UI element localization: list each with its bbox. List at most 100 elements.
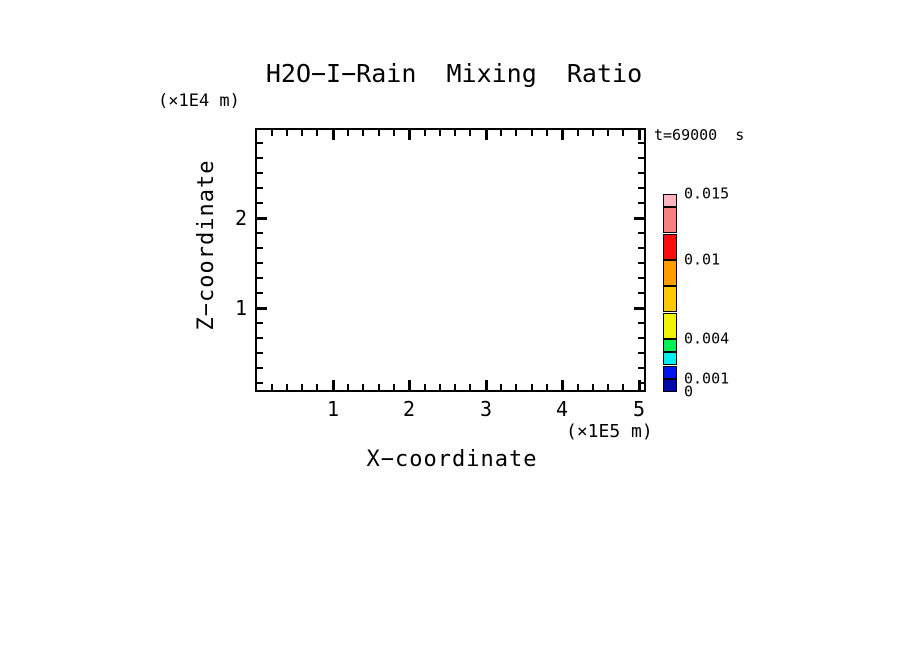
x-axis-minor-tick bbox=[424, 384, 426, 390]
x-axis-major-tick bbox=[332, 380, 335, 390]
y-axis-minor-tick bbox=[257, 367, 263, 369]
colorbar-segment bbox=[663, 286, 677, 312]
y-axis-major-tick bbox=[634, 307, 644, 310]
x-axis-minor-tick bbox=[546, 384, 548, 390]
y-axis-minor-tick bbox=[257, 202, 263, 204]
x-axis-minor-tick bbox=[301, 384, 303, 390]
x-axis-unit-label: (×1E5 m) bbox=[566, 421, 653, 442]
colorbar-segment bbox=[663, 260, 677, 286]
y-axis-minor-tick bbox=[257, 322, 263, 324]
x-axis-minor-tick bbox=[622, 384, 624, 390]
colorbar-tick-label: 0.01 bbox=[684, 250, 721, 269]
x-axis-minor-tick bbox=[271, 130, 273, 136]
y-axis-minor-tick bbox=[638, 367, 644, 369]
x-axis-minor-tick bbox=[469, 130, 471, 136]
y-axis-minor-tick bbox=[638, 187, 644, 189]
x-axis-minor-tick bbox=[362, 130, 364, 136]
colorbar-segment bbox=[663, 313, 677, 339]
y-axis-minor-tick bbox=[257, 157, 263, 159]
x-axis-major-tick bbox=[408, 380, 411, 390]
y-axis-minor-tick bbox=[638, 277, 644, 279]
y-axis-minor-tick bbox=[257, 277, 263, 279]
y-axis-minor-tick bbox=[257, 262, 263, 264]
y-axis-minor-tick bbox=[638, 337, 644, 339]
x-axis-minor-tick bbox=[607, 130, 609, 136]
x-axis-major-tick bbox=[485, 130, 488, 140]
x-axis-minor-tick bbox=[347, 384, 349, 390]
colorbar-segment bbox=[663, 352, 677, 365]
x-axis-minor-tick bbox=[607, 384, 609, 390]
y-axis-minor-tick bbox=[638, 352, 644, 354]
time-stamp-label: t=69000 s bbox=[654, 126, 745, 144]
y-axis-minor-tick bbox=[257, 292, 263, 294]
x-tick-label: 3 bbox=[479, 397, 493, 421]
y-axis-minor-tick bbox=[638, 157, 644, 159]
y-axis-minor-tick bbox=[638, 232, 644, 234]
y-tick-label: 1 bbox=[234, 296, 247, 320]
x-axis-minor-tick bbox=[316, 130, 318, 136]
plot-box bbox=[255, 128, 646, 392]
colorbar-tick-label: 0 bbox=[684, 382, 694, 401]
x-axis-major-tick bbox=[561, 130, 564, 140]
colorbar-segment bbox=[663, 366, 677, 379]
x-axis-minor-tick bbox=[286, 130, 288, 136]
x-axis-major-tick bbox=[332, 130, 335, 140]
y-axis-minor-tick bbox=[638, 382, 644, 384]
y-axis-minor-tick bbox=[257, 382, 263, 384]
x-axis-major-tick bbox=[561, 380, 564, 390]
y-axis-minor-tick bbox=[257, 352, 263, 354]
y-axis-minor-tick bbox=[257, 232, 263, 234]
y-tick-label: 2 bbox=[234, 206, 247, 230]
x-axis-minor-tick bbox=[577, 130, 579, 136]
x-axis-major-tick bbox=[638, 380, 641, 390]
x-axis-minor-tick bbox=[622, 130, 624, 136]
colorbar-segment bbox=[663, 339, 677, 352]
y-axis-minor-tick bbox=[638, 202, 644, 204]
x-axis-title: X−coordinate bbox=[366, 447, 538, 472]
x-axis-minor-tick bbox=[362, 384, 364, 390]
colorbar-tick-label: 0.015 bbox=[684, 184, 730, 203]
x-axis-minor-tick bbox=[500, 130, 502, 136]
colorbar-tick-label: 0.004 bbox=[684, 329, 730, 348]
x-axis-minor-tick bbox=[592, 384, 594, 390]
y-axis-minor-tick bbox=[257, 187, 263, 189]
y-axis-minor-tick bbox=[638, 262, 644, 264]
x-axis-minor-tick bbox=[439, 130, 441, 136]
x-axis-minor-tick bbox=[454, 130, 456, 136]
colorbar-segment bbox=[663, 194, 677, 207]
x-axis-minor-tick bbox=[378, 130, 380, 136]
x-axis-minor-tick bbox=[577, 384, 579, 390]
x-axis-major-tick bbox=[408, 130, 411, 140]
x-axis-minor-tick bbox=[454, 384, 456, 390]
x-tick-label: 2 bbox=[402, 397, 416, 421]
x-axis-minor-tick bbox=[469, 384, 471, 390]
x-axis-major-tick bbox=[485, 380, 488, 390]
x-axis-minor-tick bbox=[393, 130, 395, 136]
x-axis-minor-tick bbox=[531, 130, 533, 136]
y-axis-major-tick bbox=[257, 307, 267, 310]
x-tick-label: 1 bbox=[326, 397, 340, 421]
x-axis-minor-tick bbox=[439, 384, 441, 390]
y-axis-minor-tick bbox=[257, 172, 263, 174]
x-axis-minor-tick bbox=[301, 130, 303, 136]
x-axis-minor-tick bbox=[592, 130, 594, 136]
colorbar-tick-label: 0.001 bbox=[684, 369, 730, 388]
x-axis-minor-tick bbox=[515, 130, 517, 136]
x-axis-minor-tick bbox=[316, 384, 318, 390]
x-axis-minor-tick bbox=[546, 130, 548, 136]
y-axis-major-tick bbox=[257, 217, 267, 220]
x-tick-label: 4 bbox=[555, 397, 569, 421]
y-axis-minor-tick bbox=[638, 172, 644, 174]
y-axis-minor-tick bbox=[638, 292, 644, 294]
x-axis-minor-tick bbox=[393, 384, 395, 390]
x-axis-minor-tick bbox=[531, 384, 533, 390]
y-axis-minor-tick bbox=[257, 142, 263, 144]
y-axis-major-tick bbox=[634, 217, 644, 220]
x-tick-label: 5 bbox=[632, 397, 646, 421]
y-axis-minor-tick bbox=[257, 247, 263, 249]
y-axis-minor-tick bbox=[638, 142, 644, 144]
x-axis-minor-tick bbox=[424, 130, 426, 136]
colorbar-segment bbox=[663, 207, 677, 233]
x-axis-minor-tick bbox=[500, 384, 502, 390]
